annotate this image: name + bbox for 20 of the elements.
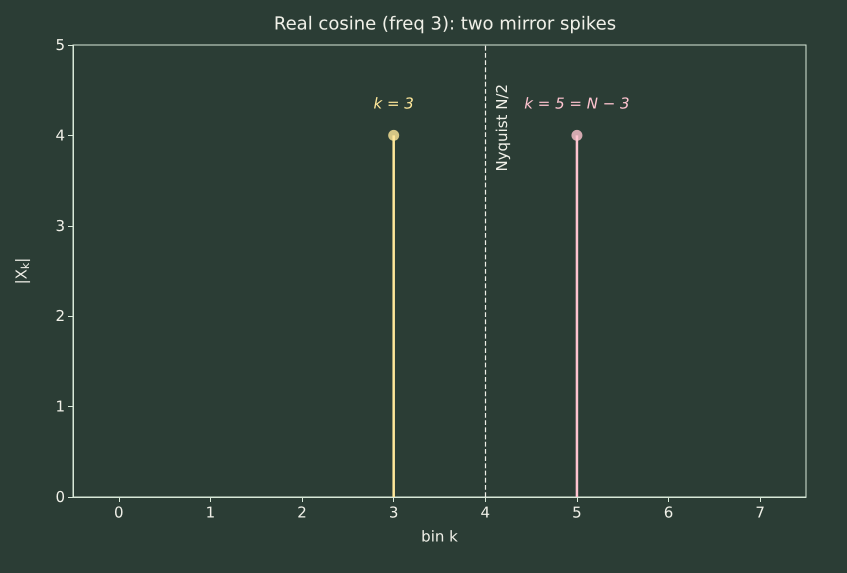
y-tick-label: 2 (55, 307, 65, 326)
y-tick-label: 3 (55, 216, 65, 235)
y-tick-label: 1 (55, 398, 65, 416)
x-tick-label: 1 (206, 504, 216, 522)
x-tick-label: 0 (114, 504, 124, 522)
y-tick-label: 5 (55, 36, 65, 54)
ref-line-label: Nyquist N/2 (492, 84, 511, 172)
x-tick-label: 6 (664, 504, 674, 522)
y-axis-title: |Xk| (12, 258, 32, 284)
annotation: k = 5 = N − 3 (524, 94, 630, 112)
x-axis-title: bin k (421, 528, 458, 546)
x-tick-label: 4 (480, 504, 490, 522)
y-tick-label: 4 (55, 126, 65, 144)
y-tick-label: 0 (55, 488, 65, 506)
chart-title: Real cosine (freq 3): two mirror spikes (274, 14, 616, 34)
annotation: k = 3 (374, 94, 414, 112)
x-tick-label: 5 (572, 504, 582, 522)
x-tick-label: 3 (388, 504, 398, 522)
x-tick-label: 7 (755, 504, 765, 522)
x-tick-label: 2 (297, 504, 307, 522)
